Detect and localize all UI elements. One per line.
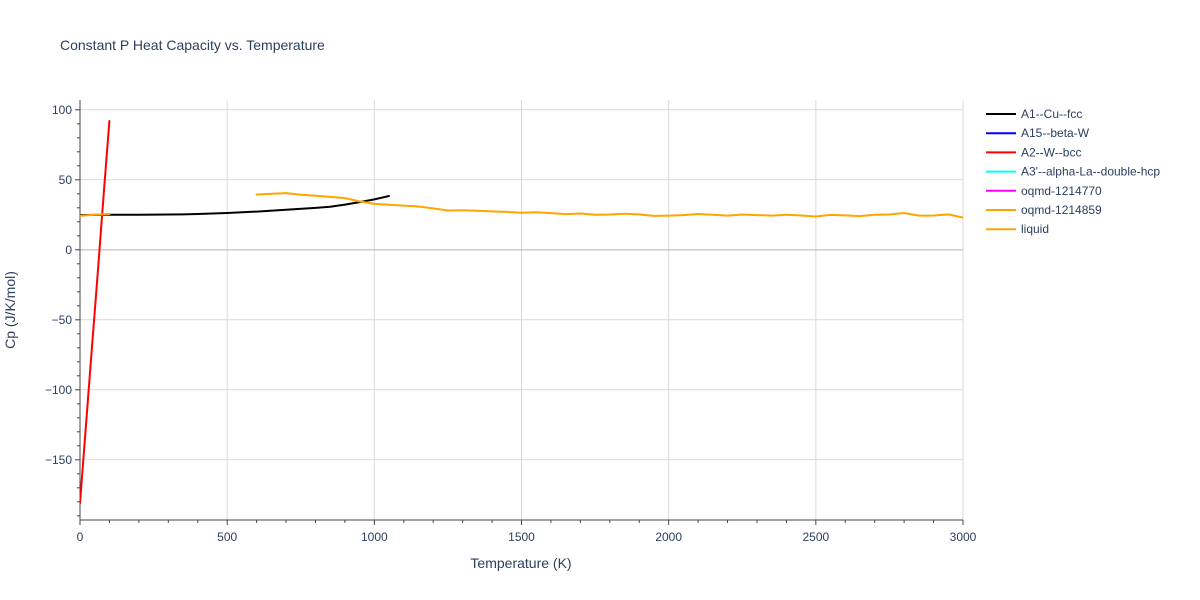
x-tick-label: 0 bbox=[77, 530, 84, 544]
y-axis-title: Cp (J/K/mol) bbox=[2, 271, 18, 349]
x-tick-label: 2500 bbox=[802, 530, 829, 544]
chart-title: Constant P Heat Capacity vs. Temperature bbox=[60, 37, 325, 53]
y-tick-label: −100 bbox=[45, 383, 72, 397]
legend-label: A2--W--bcc bbox=[1021, 145, 1081, 159]
legend-item-a1-cu-fcc[interactable]: A1--Cu--fcc bbox=[986, 107, 1082, 121]
y-tick-label: 50 bbox=[59, 173, 73, 187]
series-line-oqmd-1214859 bbox=[80, 213, 111, 217]
legend-label: liquid bbox=[1021, 222, 1049, 236]
legend-item-a15-beta-w[interactable]: A15--beta-W bbox=[986, 126, 1090, 140]
y-tick-label: 0 bbox=[65, 243, 72, 257]
legend[interactable]: A1--Cu--fcc A15--beta-W A2--W--bcc A3'--alp… bbox=[986, 107, 1160, 236]
legend-item-liquid[interactable]: liquid bbox=[986, 222, 1049, 236]
axes: 0 500 1000 1500 2000 2500 3000 −150 −100 −50 0 50 10… bbox=[45, 100, 977, 544]
series-line-liquid bbox=[255, 192, 963, 219]
x-axis-title: Temperature (K) bbox=[470, 555, 571, 571]
plot-area bbox=[80, 120, 963, 505]
x-tick-label: 500 bbox=[217, 530, 237, 544]
series-line-a2-w-bcc bbox=[80, 120, 111, 505]
x-tick-label: 2000 bbox=[655, 530, 682, 544]
x-tick-label: 1500 bbox=[508, 530, 535, 544]
legend-label: oqmd-1214770 bbox=[1021, 184, 1102, 198]
gridlines bbox=[80, 100, 964, 520]
y-tick-label: 100 bbox=[52, 103, 72, 117]
x-tick-label: 3000 bbox=[950, 530, 977, 544]
legend-label: oqmd-1214859 bbox=[1021, 203, 1102, 217]
series-line-a1-cu-fcc bbox=[80, 195, 390, 217]
legend-item-a3-alpha-la-double-hcp[interactable]: A3'--alpha-La--double-hcp bbox=[986, 165, 1160, 179]
y-tick-label: −50 bbox=[52, 313, 73, 327]
y-tick-label: −150 bbox=[45, 453, 72, 467]
legend-label: A15--beta-W bbox=[1021, 126, 1090, 140]
legend-label: A1--Cu--fcc bbox=[1021, 107, 1082, 121]
legend-item-a2-w-bcc[interactable]: A2--W--bcc bbox=[986, 145, 1081, 159]
legend-item-oqmd-1214859[interactable]: oqmd-1214859 bbox=[986, 203, 1102, 217]
legend-item-oqmd-1214770[interactable]: oqmd-1214770 bbox=[986, 184, 1102, 198]
legend-label: A3'--alpha-La--double-hcp bbox=[1021, 165, 1160, 179]
x-tick-label: 1000 bbox=[361, 530, 388, 544]
